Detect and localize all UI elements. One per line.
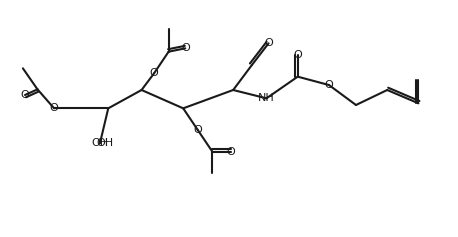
Text: O: O [150, 68, 158, 78]
Text: O: O [193, 125, 202, 135]
Text: O: O [227, 147, 235, 157]
Text: O: O [21, 90, 29, 100]
Text: O: O [264, 38, 273, 48]
Text: OH: OH [96, 138, 114, 148]
Text: O: O [181, 43, 190, 53]
Text: OH: OH [91, 138, 109, 148]
Text: O: O [293, 50, 302, 60]
Text: O: O [325, 80, 333, 90]
Text: O: O [50, 103, 59, 113]
Text: NH: NH [258, 93, 275, 103]
